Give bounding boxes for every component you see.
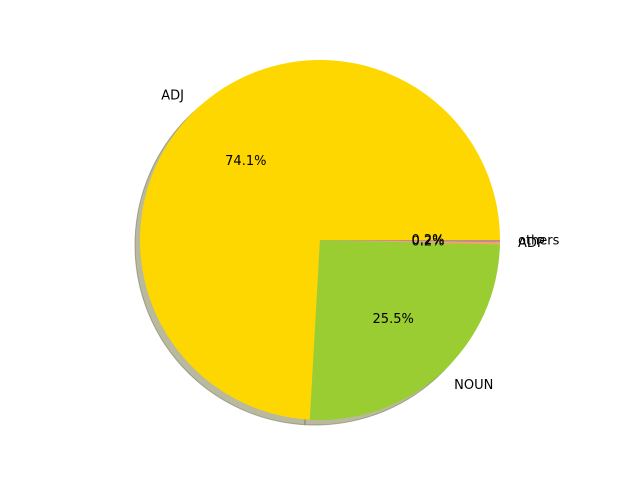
pie-slice-noun	[309, 240, 500, 420]
pie-percent-labels: 74.1%25.5%0.2%0.2%	[225, 154, 444, 327]
pie-label-adp: ADP	[518, 236, 545, 251]
pie-label-adj: ADJ	[161, 89, 184, 104]
pie-pct-label-adj: 74.1%	[225, 154, 266, 169]
pie-pct-label-noun: 25.5%	[373, 312, 414, 327]
pie-label-others: others	[518, 234, 560, 249]
pie-slices	[140, 59, 501, 420]
pie-pct-label-adp: 0.2%	[411, 235, 444, 250]
pie-slice-others	[320, 240, 501, 243]
pie-pct-label-others: 0.2%	[411, 233, 444, 248]
pie-slice-adj	[140, 59, 500, 420]
pie-label-noun: NOUN	[454, 378, 493, 393]
pie-slice-adp	[320, 240, 500, 245]
